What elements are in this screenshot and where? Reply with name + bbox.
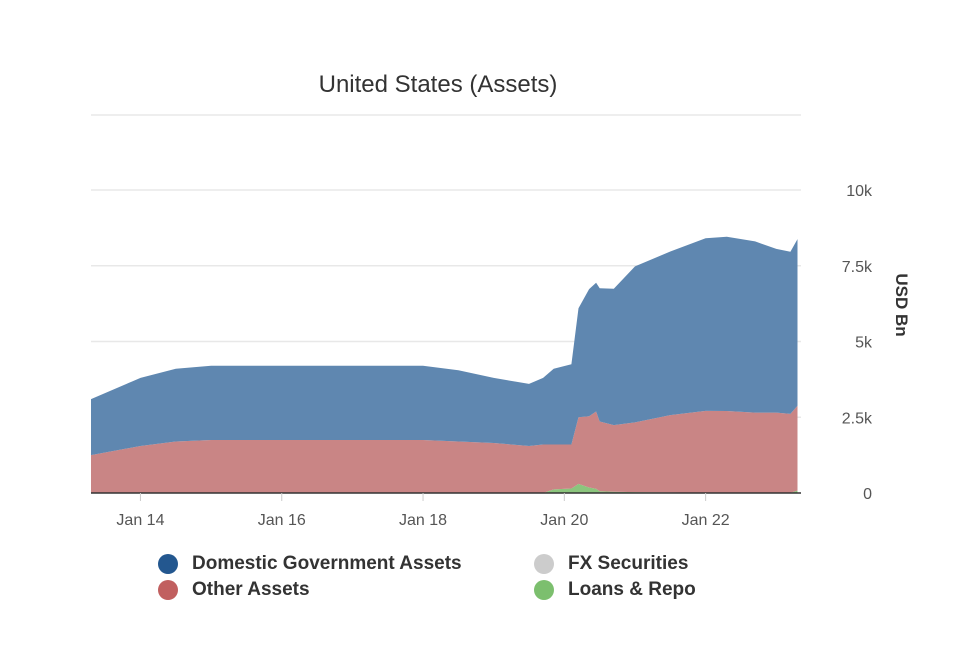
y-axis-ticks: 0 2.5k 5k 7.5k 10k xyxy=(842,183,873,503)
x-tick-label: Jan 20 xyxy=(540,512,588,529)
y-tick-label: 0 xyxy=(863,486,872,503)
x-tick-label: Jan 14 xyxy=(116,512,164,529)
area-domestic-government-assets[interactable] xyxy=(91,236,798,456)
chart-title: United States (Assets) xyxy=(319,71,558,98)
legend-marker xyxy=(534,580,554,600)
legend-item-other-assets[interactable]: Other Assets xyxy=(158,578,534,602)
legend-item-domestic-government-assets[interactable]: Domestic Government Assets xyxy=(158,552,534,576)
legend-label: Loans & Repo xyxy=(568,579,696,600)
legend: Domestic Government Assets FX Securities… xyxy=(158,552,734,602)
legend-item-loans-repo[interactable]: Loans & Repo xyxy=(534,578,734,602)
y-tick-label: 5k xyxy=(855,335,873,352)
legend-label: FX Securities xyxy=(568,553,689,574)
x-axis-ticks: Jan 14 Jan 16 Jan 18 Jan 20 Jan 22 xyxy=(116,493,730,529)
area-series[interactable] xyxy=(91,236,798,493)
legend-marker xyxy=(534,554,554,574)
x-tick-label: Jan 16 xyxy=(258,512,306,529)
y-axis-label: USD Bn xyxy=(892,273,911,336)
y-tick-label: 2.5k xyxy=(842,410,873,427)
x-tick-label: Jan 22 xyxy=(682,512,730,529)
legend-marker xyxy=(158,580,178,600)
legend-item-fx-securities[interactable]: FX Securities xyxy=(534,552,734,576)
y-tick-label: 10k xyxy=(846,183,873,200)
x-tick-label: Jan 18 xyxy=(399,512,447,529)
legend-label: Domestic Government Assets xyxy=(192,553,462,574)
legend-label: Other Assets xyxy=(192,579,310,600)
y-tick-label: 7.5k xyxy=(842,259,873,276)
area-other-assets[interactable] xyxy=(91,405,798,493)
legend-marker xyxy=(158,554,178,574)
